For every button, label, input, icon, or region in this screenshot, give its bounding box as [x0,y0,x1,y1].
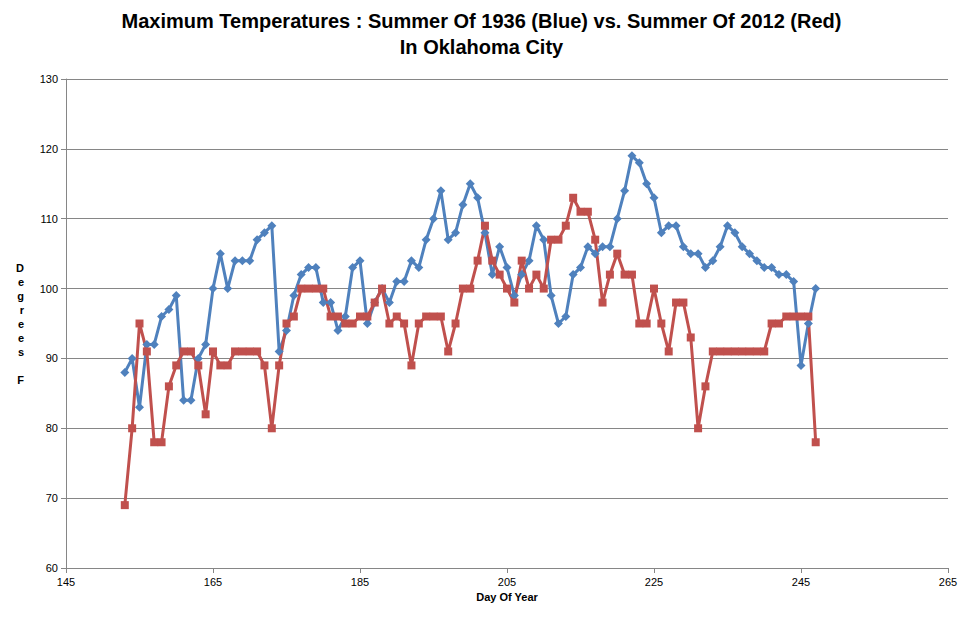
svg-text:225: 225 [645,576,663,588]
svg-text:In Oklahoma City: In Oklahoma City [400,36,564,58]
svg-text:100: 100 [40,283,58,295]
svg-text:Maximum Temperatures : Summer: Maximum Temperatures : Summer Of 1936 (B… [122,10,842,32]
svg-text:g: g [17,290,24,302]
svg-text:165: 165 [204,576,222,588]
svg-text:130: 130 [40,73,58,85]
svg-text:e: e [18,318,24,330]
svg-text:70: 70 [46,492,58,504]
svg-text:80: 80 [46,422,58,434]
svg-text:s: s [18,346,24,358]
svg-text:e: e [18,276,24,288]
svg-text:90: 90 [46,352,58,364]
svg-text:185: 185 [351,576,369,588]
svg-text:r: r [20,304,25,316]
svg-text:e: e [18,332,24,344]
svg-text:245: 245 [792,576,810,588]
svg-text:110: 110 [40,213,58,225]
svg-text:265: 265 [939,576,957,588]
svg-text:F: F [17,374,24,386]
svg-text:205: 205 [498,576,516,588]
svg-text:120: 120 [40,143,58,155]
svg-text:60: 60 [46,562,58,574]
svg-text:D: D [16,262,24,274]
svg-text:Day Of Year: Day Of Year [476,591,538,603]
svg-text:145: 145 [57,576,75,588]
